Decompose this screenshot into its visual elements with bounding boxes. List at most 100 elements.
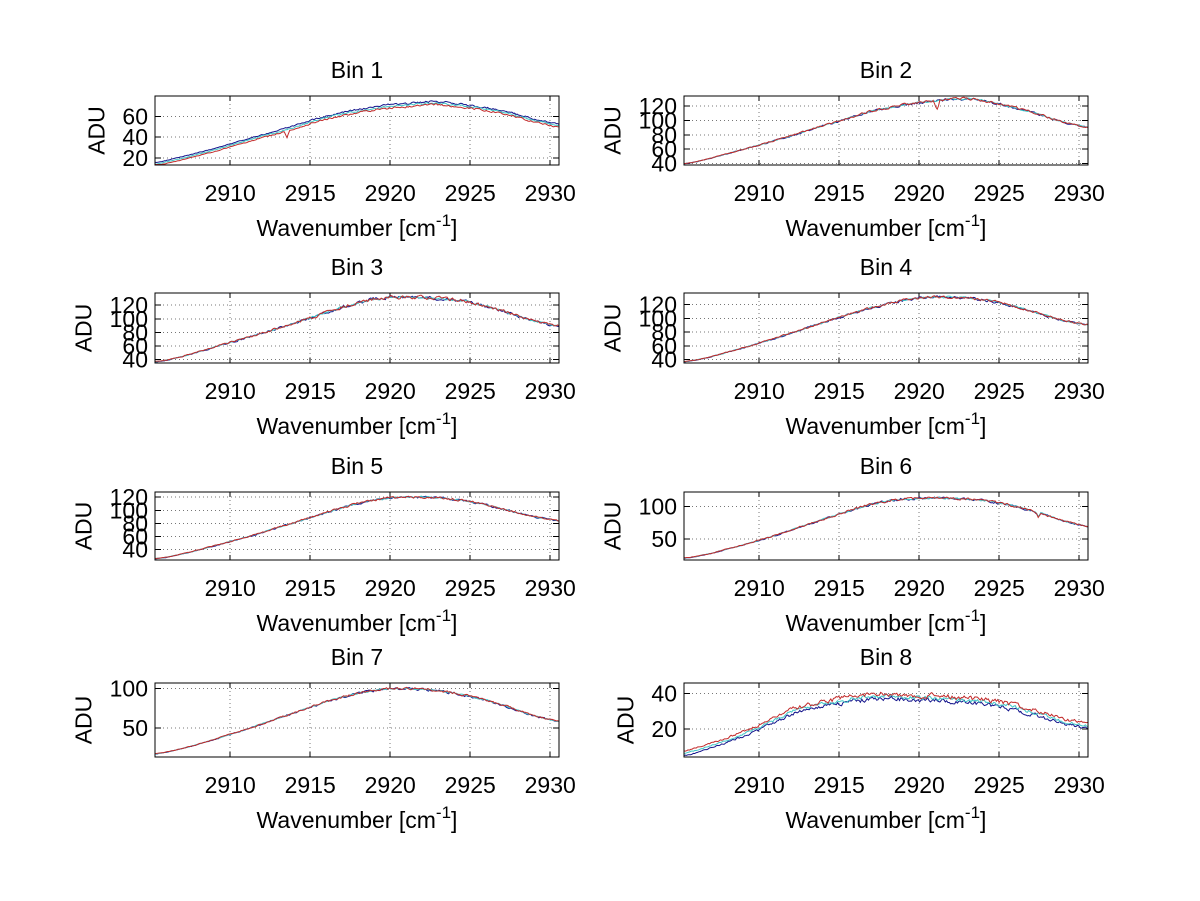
axes-box <box>683 95 1089 166</box>
axes-box <box>683 682 1089 758</box>
x-tick-label: 2920 <box>365 575 416 601</box>
axes-box <box>683 491 1089 561</box>
plot-area <box>155 96 559 165</box>
subplot-bin-8: Bin 8 20 40 2910 2915 2920 2925 2930 ADU Wavenumb… <box>612 644 1104 833</box>
series-line-red <box>155 495 559 560</box>
series-line-red <box>155 294 559 362</box>
x-tick-label: 2920 <box>365 180 416 206</box>
y-tick-label: 100 <box>639 305 677 331</box>
x-tick-label: 2920 <box>894 772 945 798</box>
y-tick-label: 40 <box>651 347 677 373</box>
y-tick-label: 100 <box>110 306 148 332</box>
y-axis-label: ADU <box>71 502 97 551</box>
x-tick-label: 2910 <box>734 772 785 798</box>
y-tick-label: 80 <box>651 122 677 148</box>
x-tick-label: 2915 <box>285 772 336 798</box>
x-tick-label: 2910 <box>205 772 256 798</box>
subplot-title: Bin 3 <box>331 254 383 280</box>
series-line-blue <box>155 100 559 164</box>
y-tick-label: 40 <box>122 124 148 150</box>
x-tick-label: 2930 <box>1054 378 1105 404</box>
y-axis-label: ADU <box>71 696 97 745</box>
y-tick-label: 80 <box>651 319 677 345</box>
y-tick-label: 80 <box>122 510 148 536</box>
x-tick-label: 2915 <box>814 575 865 601</box>
y-tick-label: 40 <box>122 537 148 563</box>
y-tick-label: 120 <box>110 484 148 510</box>
series-line-red <box>684 96 1088 164</box>
y-tick-label: 60 <box>651 333 677 359</box>
x-axis-label: Wavenumber [cm-1] <box>257 803 458 833</box>
x-tick-label: 2930 <box>1054 180 1105 206</box>
x-axis-label: Wavenumber [cm-1] <box>786 606 987 636</box>
y-tick-label: 60 <box>651 136 677 162</box>
series-line-red <box>155 103 559 165</box>
axes-box <box>154 95 560 166</box>
x-tick-label: 2930 <box>525 378 576 404</box>
x-axis-label: Wavenumber [cm-1] <box>257 606 458 636</box>
plot-area <box>155 683 559 757</box>
y-tick-label: 20 <box>122 145 148 171</box>
x-tick-label: 2920 <box>894 575 945 601</box>
x-tick-label: 2930 <box>525 575 576 601</box>
y-tick-label: 100 <box>639 107 677 133</box>
x-axis-label: Wavenumber [cm-1] <box>786 803 987 833</box>
x-tick-label: 2920 <box>365 378 416 404</box>
y-tick-label: 60 <box>122 333 148 359</box>
x-tick-label: 2925 <box>974 180 1025 206</box>
y-tick-label: 100 <box>110 676 148 702</box>
y-tick-label: 60 <box>122 104 148 130</box>
subplot-title: Bin 2 <box>860 57 912 83</box>
x-tick-label: 2910 <box>734 378 785 404</box>
x-tick-label: 2930 <box>525 772 576 798</box>
series-line-blue <box>684 695 1088 756</box>
y-tick-label: 100 <box>110 497 148 523</box>
y-tick-label: 100 <box>639 493 677 519</box>
subplot-title: Bin 1 <box>331 57 383 83</box>
subplot-title: Bin 4 <box>860 254 913 280</box>
x-tick-label: 2910 <box>734 180 785 206</box>
y-tick-label: 80 <box>122 319 148 345</box>
x-tick-label: 2920 <box>894 180 945 206</box>
x-tick-label: 2920 <box>894 378 945 404</box>
x-tick-label: 2925 <box>445 772 496 798</box>
x-tick-label: 2915 <box>285 575 336 601</box>
series-line-red <box>684 295 1088 362</box>
axes-box <box>683 292 1089 364</box>
x-tick-label: 2910 <box>205 575 256 601</box>
x-tick-label: 2925 <box>974 772 1025 798</box>
y-axis-label: ADU <box>612 696 638 745</box>
x-axis-label: Wavenumber [cm-1] <box>786 409 987 439</box>
x-tick-label: 2925 <box>974 575 1025 601</box>
axes-box <box>154 491 560 561</box>
plot-area <box>155 293 559 363</box>
subplot-title: Bin 6 <box>860 453 912 479</box>
subplot-title: Bin 7 <box>331 644 383 670</box>
y-axis-label: ADU <box>600 304 626 353</box>
plot-area <box>684 492 1088 560</box>
x-tick-label: 2915 <box>814 180 865 206</box>
x-tick-label: 2930 <box>1054 772 1105 798</box>
x-tick-label: 2910 <box>734 575 785 601</box>
series-line-red <box>155 686 559 755</box>
subplot-bin-7: Bin 7 50 100 2910 2915 2920 2925 2930 ADU Wavenum… <box>71 644 576 833</box>
y-tick-label: 60 <box>122 523 148 549</box>
x-tick-label: 2930 <box>1054 575 1105 601</box>
x-tick-label: 2925 <box>974 378 1025 404</box>
x-axis-label: Wavenumber [cm-1] <box>786 211 987 241</box>
x-tick-label: 2925 <box>445 378 496 404</box>
x-tick-label: 2915 <box>285 378 336 404</box>
y-tick-label: 120 <box>639 93 677 119</box>
x-tick-label: 2930 <box>525 180 576 206</box>
subplot-title: Bin 5 <box>331 453 383 479</box>
x-tick-label: 2915 <box>814 378 865 404</box>
y-tick-label: 40 <box>122 347 148 373</box>
series-line-red <box>684 496 1088 559</box>
axes-box <box>154 682 560 758</box>
x-tick-label: 2925 <box>445 180 496 206</box>
y-tick-label: 50 <box>651 526 677 552</box>
